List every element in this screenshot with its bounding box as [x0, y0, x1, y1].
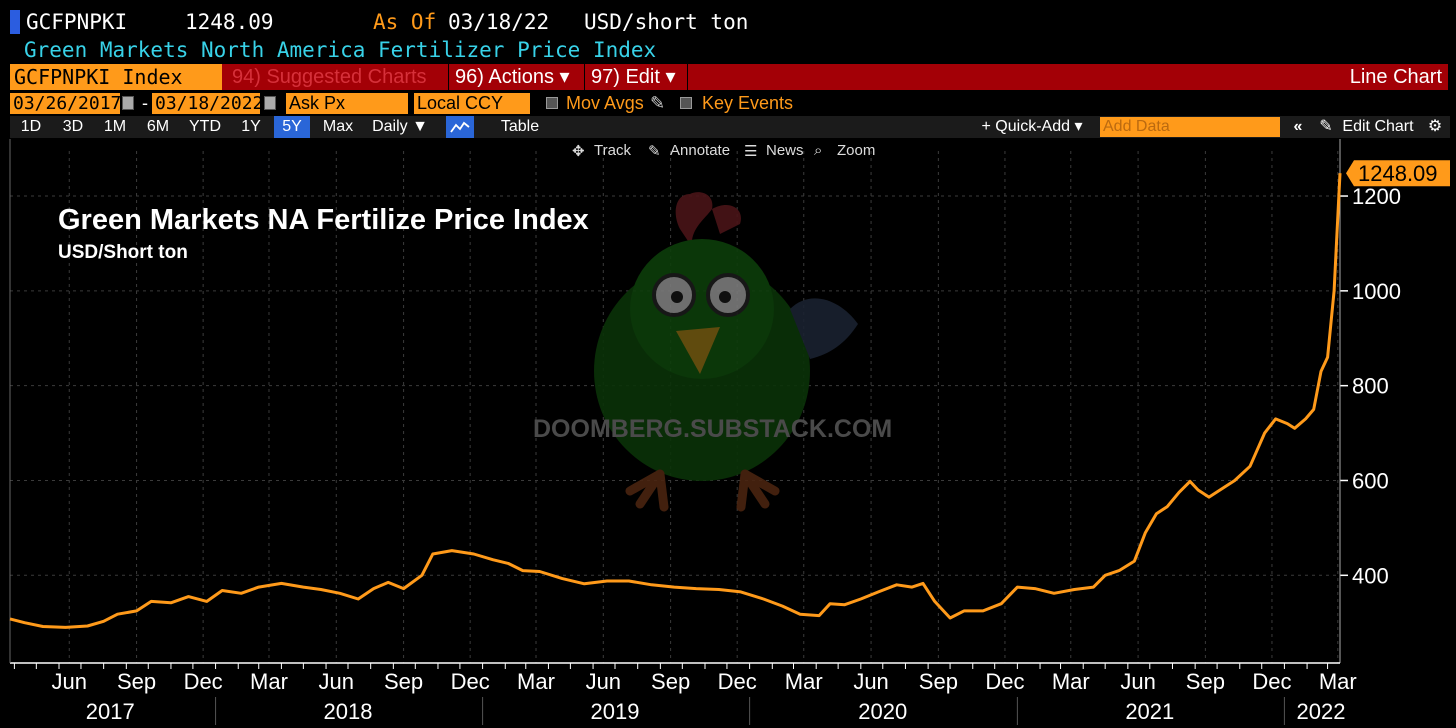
y-tick-label: 1200 [1352, 184, 1401, 209]
security-description: Green Markets North America Fertilizer P… [24, 38, 657, 62]
x-tick-label: Jun [853, 669, 888, 694]
mov-avgs-checkbox[interactable] [546, 97, 558, 109]
period-1m[interactable]: 1M [103, 118, 127, 135]
pencil-icon[interactable]: ✎ [650, 93, 666, 113]
last-price: 1248.09 [185, 10, 274, 34]
x-tick-label: Jun [1120, 669, 1155, 694]
track-tool[interactable]: Track [594, 142, 631, 159]
start-date-input[interactable]: 03/26/2017 [10, 93, 121, 114]
zoom-tool[interactable]: Zoom [837, 142, 876, 159]
settings-bar: 03/26/2017 - 03/18/2022 Ask Px Local CCY… [10, 93, 1450, 115]
price-unit: USD/short ton [584, 10, 749, 34]
x-year-label: 2022 [1297, 699, 1346, 724]
news-tool[interactable]: News [766, 142, 804, 159]
x-tick-label: Dec [718, 669, 757, 694]
end-date-input[interactable]: 03/18/2022 [152, 93, 263, 114]
menu-bar: GCFPNPKI Index 94) Suggested Charts 96) … [10, 64, 1448, 90]
x-tick-label: Mar [250, 669, 288, 694]
last-value-flag [1346, 160, 1450, 187]
watermark-text: DOOMBERG.SUBSTACK.COM [533, 415, 893, 443]
security-field[interactable]: GCFPNPKI Index [10, 64, 222, 90]
line-chart-icon[interactable] [446, 116, 474, 138]
as-of-label: As Of [373, 10, 437, 34]
chart-type-label: Line Chart [1349, 66, 1442, 88]
mov-avgs-label: Mov Avgs [566, 93, 644, 113]
ticker-label: GCFPNPKI [26, 10, 128, 34]
period-1y[interactable]: 1Y [241, 118, 261, 135]
as-of-date: 03/18/22 [448, 10, 550, 34]
mascot-watermark-icon [594, 192, 858, 512]
suggested-charts-menu[interactable]: 94) Suggested Charts [232, 66, 427, 88]
date-separator: - [142, 93, 148, 113]
field-select[interactable]: Ask Px [286, 93, 408, 114]
x-year-label: 2018 [324, 699, 373, 724]
edit-chart-pencil-icon[interactable]: ✎ [1319, 118, 1333, 135]
focus-marker [10, 10, 20, 34]
x-tick-label: Jun [52, 669, 87, 694]
period-3d[interactable]: 3D [62, 118, 84, 135]
last-value-text: 1248.09 [1358, 161, 1438, 186]
x-tick-label: Mar [1319, 669, 1357, 694]
period-max[interactable]: Max [322, 118, 354, 135]
calendar-icon[interactable] [122, 96, 134, 110]
zoom-icon[interactable]: ⌕ [814, 142, 823, 159]
period-6m[interactable]: 6M [146, 118, 170, 135]
key-events-label: Key Events [702, 93, 794, 113]
x-year-label: 2017 [86, 699, 135, 724]
y-tick-label: 600 [1352, 468, 1389, 493]
y-tick-label: 1000 [1352, 279, 1401, 304]
gear-icon[interactable]: ⚙ [1427, 118, 1443, 135]
annotate-pencil-icon[interactable]: ✎ [648, 143, 661, 160]
x-tick-label: Dec [184, 669, 223, 694]
period-1d[interactable]: 1D [20, 118, 42, 135]
x-tick-label: Sep [1186, 669, 1225, 694]
x-tick-label: Mar [785, 669, 823, 694]
edit-chart-button[interactable]: Edit Chart [1342, 118, 1414, 135]
edit-menu[interactable]: 97) Edit ▾ [584, 64, 688, 90]
x-tick-label: Sep [919, 669, 958, 694]
x-year-label: 2021 [1125, 699, 1174, 724]
x-tick-label: Dec [985, 669, 1024, 694]
collapse-icon[interactable]: « [1293, 118, 1303, 135]
x-tick-label: Sep [384, 669, 423, 694]
calendar-icon[interactable] [264, 96, 276, 110]
last-value-label: 1248.09 [1346, 160, 1450, 187]
y-axis: 400 600 800 1000 1200 [1339, 139, 1401, 663]
chart-subtitle: USD/Short ton [58, 242, 188, 263]
x-tick-label: Jun [586, 669, 621, 694]
security-header: GCFPNPKI 1248.09 As Of 03/18/22 USD/shor… [10, 8, 1450, 36]
chart-title: Green Markets NA Fertilize Price Index [58, 204, 589, 236]
table-button[interactable]: Table [500, 118, 540, 135]
quick-add-menu[interactable]: + Quick-Add ▾ [981, 118, 1083, 135]
key-events-checkbox[interactable] [680, 97, 692, 109]
crosshair-icon[interactable]: ✥ [572, 143, 585, 160]
price-chart[interactable]: 400 600 800 1000 1200 Jun Sep Dec Mar Jun Sep Dec M… [0, 139, 1456, 728]
x-tick-label: Sep [651, 669, 690, 694]
frequency-select[interactable]: Daily ▼ [372, 118, 428, 135]
x-tick-label: Dec [451, 669, 490, 694]
period-5y[interactable]: 5Y [274, 116, 310, 138]
currency-select[interactable]: Local CCY [414, 93, 530, 114]
series-line [9, 173, 1342, 629]
x-tick-label: Mar [517, 669, 555, 694]
y-tick-label: 400 [1352, 563, 1389, 588]
y-tick-label: 800 [1352, 374, 1389, 399]
actions-menu[interactable]: 96) Actions ▾ [448, 64, 576, 90]
annotate-tool[interactable]: Annotate [670, 142, 731, 159]
x-tick-label: Dec [1252, 669, 1291, 694]
period-ytd[interactable]: YTD [189, 118, 221, 135]
x-tick-label: Sep [117, 669, 156, 694]
x-year-label: 2019 [591, 699, 640, 724]
x-axis: Jun Sep Dec Mar Jun Sep Dec Mar Jun Sep Dec Mar Jun S… [9, 139, 1357, 725]
add-data-input[interactable]: Add Data [1100, 117, 1280, 137]
news-icon[interactable]: ☰ [744, 143, 758, 160]
x-year-label: 2020 [858, 699, 907, 724]
x-tick-label: Jun [319, 669, 354, 694]
period-toolbar: 1D 3D 1M 6M YTD 1Y 5Y Max Daily ▼ Table … [10, 116, 1450, 138]
x-tick-label: Mar [1052, 669, 1090, 694]
